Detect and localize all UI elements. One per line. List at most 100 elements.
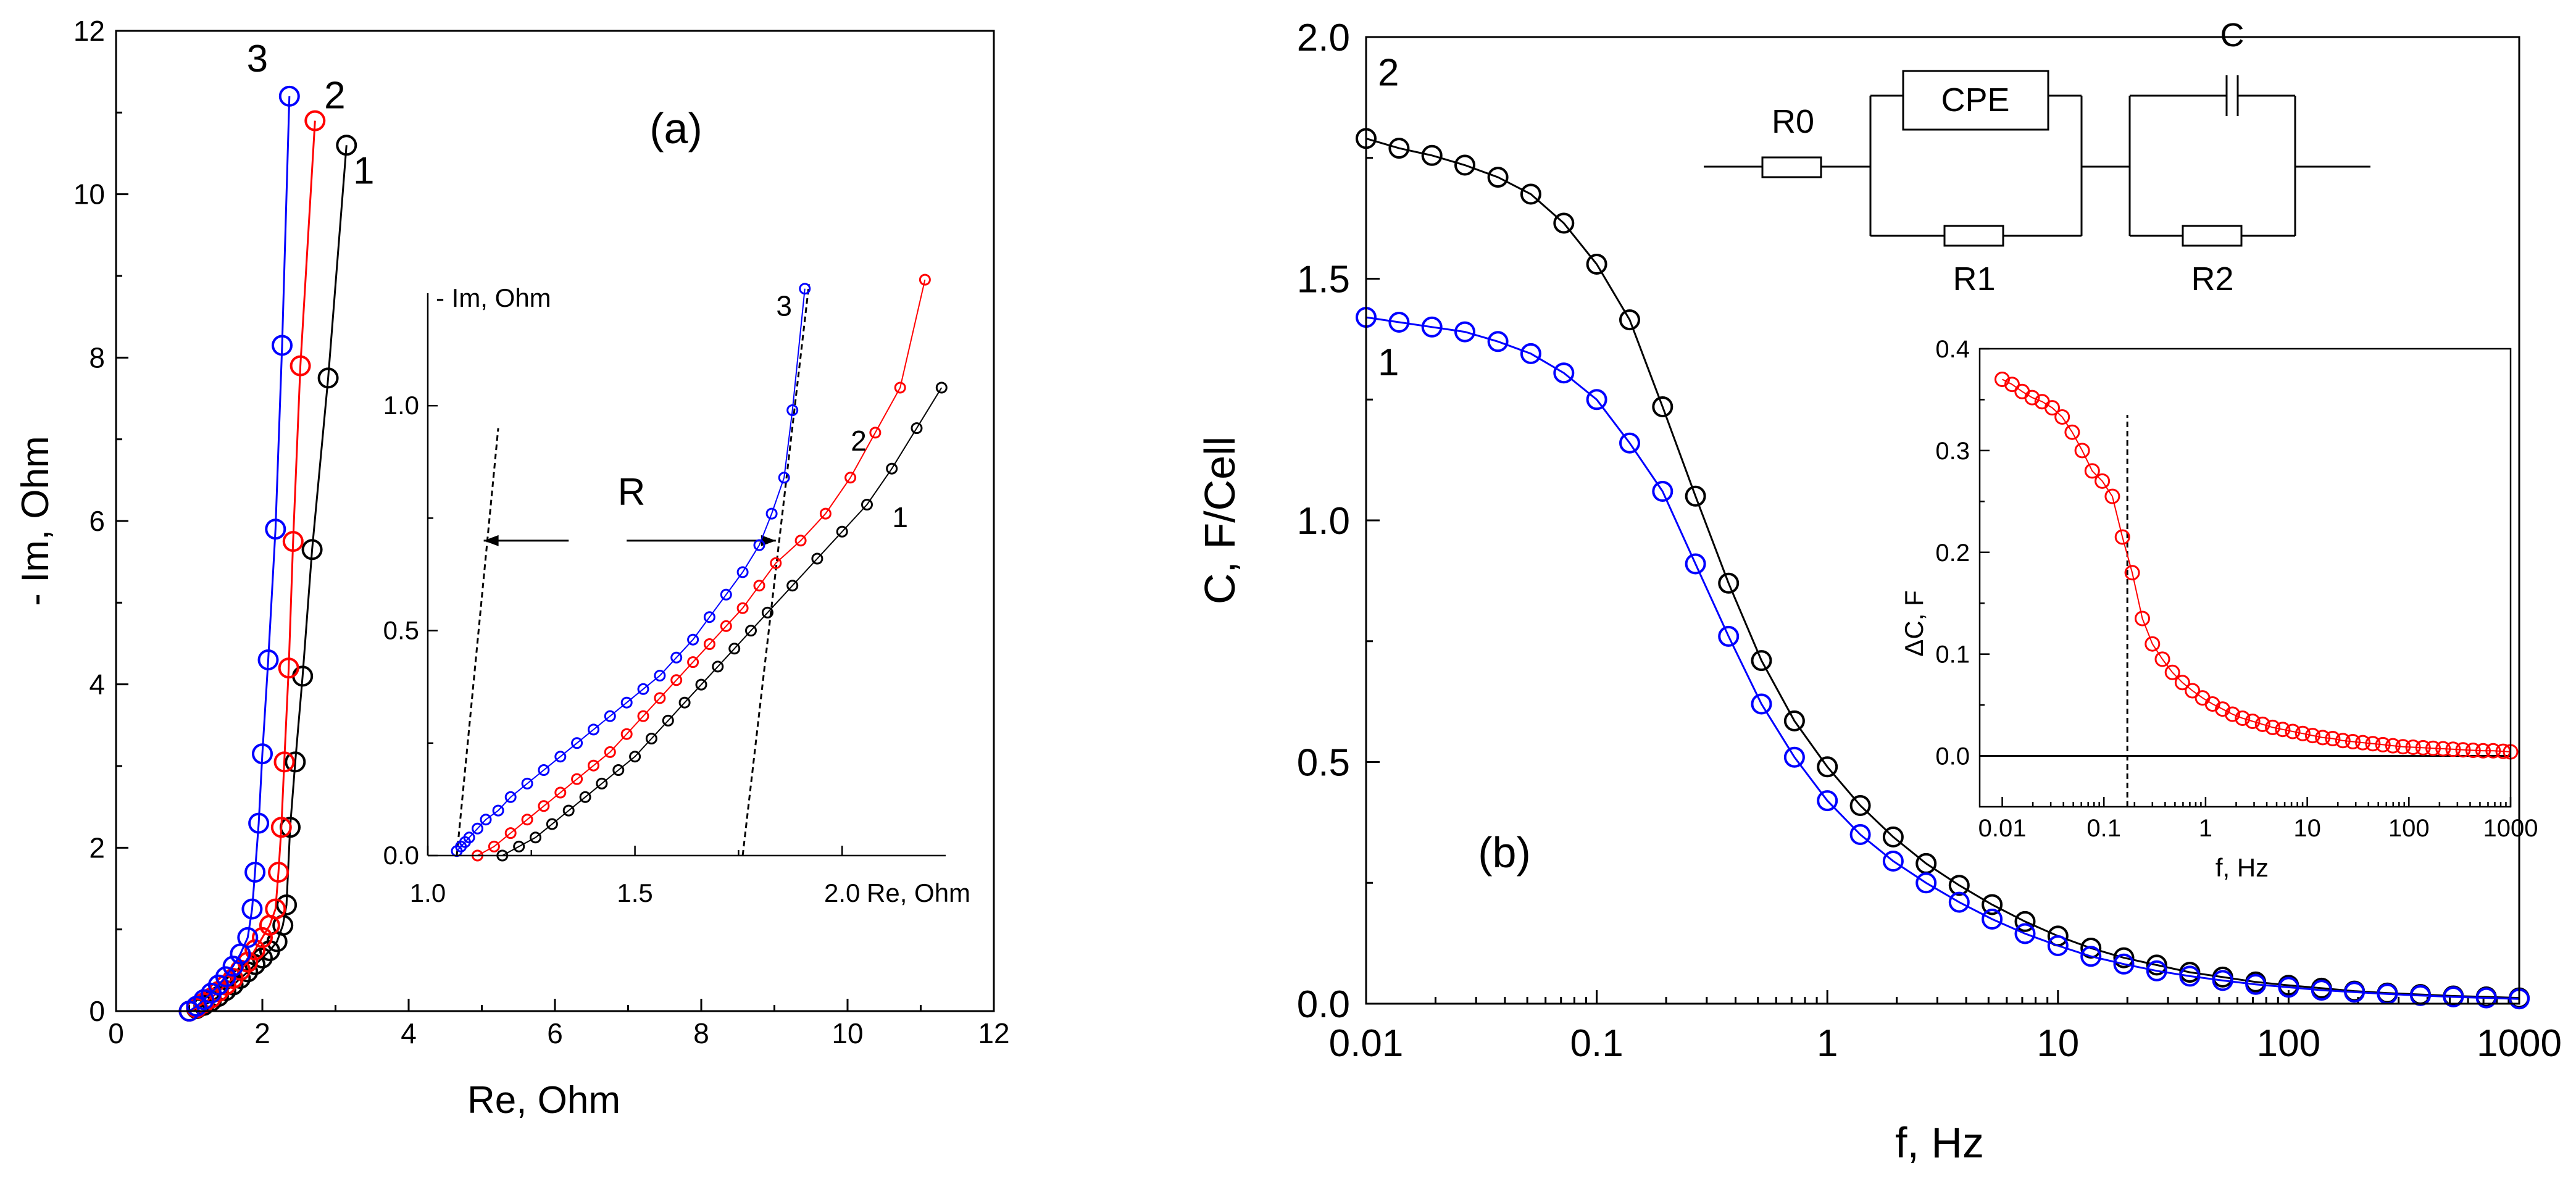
panel-b-series-2-point-6 [1553, 212, 1575, 234]
panel-b-series-1-point-4 [1487, 331, 1509, 352]
panel-b-inset-series-ΔC-point-49 [2485, 743, 2501, 759]
panel-a-inset-annotation-r: R [618, 471, 646, 514]
panel-b-series-1-point-10 [1685, 553, 1706, 575]
panel-a-inset-series-1-line [502, 387, 943, 856]
panel-b-series-2-point-7 [1586, 254, 1607, 275]
panel-b-inset-series-ΔC-line [2002, 378, 2511, 752]
panel-b-series-2-point-8 [1619, 309, 1640, 331]
panel-a-series-1-point-19 [317, 367, 339, 389]
panel-b-inset-series-ΔC-point-30 [2295, 725, 2311, 741]
panel-a-series-3-point-16 [278, 85, 300, 107]
panel-b-series-2-point-15 [1849, 795, 1871, 816]
panel-b-series-1-point-17 [1915, 872, 1937, 894]
panel-b-series-2-point-12 [1751, 650, 1772, 672]
panel-a-series-label-1: 1 [353, 149, 374, 192]
panel-a-inset-dashed-line-right [741, 284, 810, 856]
panel-a-series-3-point-8 [237, 927, 259, 948]
panel-a-inset-series-1-point-8 [629, 751, 641, 763]
panel-a-series-2-point-10 [252, 927, 273, 948]
panel-b-inset-series-ΔC-point-37 [2365, 736, 2381, 752]
panel-b-inset-series-ΔC-point-38 [2375, 736, 2391, 752]
panel-a-inset-series-3-point-6 [492, 804, 504, 817]
panel-a-inset-series-3-point-24 [778, 472, 790, 484]
panel-b-series-1-point-22 [2080, 946, 2102, 967]
panel-a-inset-series-1-point-14 [728, 643, 741, 655]
panel-a-inset-series-3-point-14 [620, 696, 633, 709]
panel-a-inset-series-3-point-8 [521, 777, 533, 789]
panel-a-inset-series-1-point-12 [695, 678, 707, 691]
panel-b-inset-series-ΔC-point-36 [2355, 735, 2371, 751]
panel-b-series-2-point-9 [1652, 396, 1674, 417]
panel-a-x-tick-label-2: 4 [401, 1017, 417, 1049]
panel-a-inset-series-1-point-18 [811, 552, 823, 565]
panel-a-series-1-point-18 [301, 539, 323, 560]
panel-b-series-2-point-1 [1388, 138, 1410, 159]
panel-b-series-1-point-32 [2410, 985, 2431, 1006]
circuit-label-r1: R1 [1953, 260, 1995, 298]
panel-a-inset-y-tick-label-2: 1.0 [383, 391, 419, 420]
panel-a-inset-series-1-point-17 [786, 580, 799, 592]
panel-b-inset-series-ΔC-point-34 [2335, 733, 2351, 749]
panel-a-inset-series-2-point-10 [637, 710, 649, 722]
panel-a-y-tick-label-0: 0 [89, 995, 105, 1027]
panel-a-inset-series-2-point-6 [571, 773, 583, 785]
resistor-r2 [2182, 225, 2243, 247]
panel-a-y-tick-label-4: 8 [89, 341, 105, 373]
panel-a-inset-series-2-point-22 [869, 427, 882, 439]
panel-a-series-2-point-15 [273, 751, 295, 773]
panel-a-inset-series-2-point-24 [919, 273, 931, 286]
panel-a-inset-series-3-point-18 [687, 633, 699, 646]
panel-b-inset-series-ΔC-point-33 [2325, 731, 2341, 746]
panel-b-series-2-point-11 [1718, 572, 1740, 594]
panel-a-series-3-point-9 [241, 898, 263, 920]
panel-b-series-1-point-30 [2344, 981, 2366, 1003]
panel-a-series-3-point-13 [257, 649, 279, 670]
panel-b-inset-x-tick-label-4: 100 [2388, 815, 2430, 842]
panel-a-y-tick-label-5: 10 [73, 178, 105, 210]
panel-a-x-tick-label-5: 10 [832, 1017, 863, 1049]
panel-b-series-1-point-5 [1520, 343, 1541, 364]
panel-b-series-2-point-10 [1685, 485, 1706, 507]
panel-b-inset-series-ΔC-point-48 [2475, 743, 2491, 759]
circuit-label-r2: R2 [2191, 260, 2233, 298]
panel-b-y-tick-label-3: 1.5 [1297, 259, 1350, 301]
panel-b-y-tick-label-1: 0.5 [1297, 742, 1350, 785]
panel-b-series-2-point-2 [1421, 144, 1443, 166]
panel-a-x-axis-label: Re, Ohm [467, 1079, 620, 1122]
panel-b-x-tick-label-4: 100 [2257, 1022, 2320, 1065]
panel-b-inset-y-tick-label-2: 0.2 [1935, 540, 1970, 567]
panel-b-inset-x-tick-label-5: 1000 [2483, 815, 2538, 842]
panel-a-series-3-point-2 [193, 989, 215, 1010]
panel-b-series-2-point-23 [2113, 947, 2135, 969]
panel-b-inset-series-ΔC-point-1 [2004, 377, 2020, 393]
panel-b-inset-series-ΔC-point-5 [2045, 400, 2060, 416]
panel-b-inset-series-ΔC-point-28 [2275, 722, 2291, 738]
panel-a-inset-series-3-point-3 [463, 831, 475, 844]
panel-a-inset-series-2-point-13 [687, 656, 699, 669]
panel-b-inset-plot: 0.01 0.1 1 10 100 1000 0.0 0.1 0.2 0.3 0.4 f, Hz Δ… [1899, 336, 2538, 882]
panel-b-x-tick-label-5: 1000 [2477, 1022, 2562, 1065]
panel-b-series-1-point-23 [2113, 953, 2135, 975]
panel-a-inset-series-2-point-17 [753, 580, 765, 592]
panel-b-series-1-point-26 [2212, 970, 2233, 991]
panel-a-inset-series-2-point-14 [703, 638, 715, 650]
panel-b-series-1-point-29 [2311, 980, 2332, 1001]
panel-a-inset-series-3-point-23 [765, 507, 778, 520]
panel-b-inset-series-ΔC-point-9 [2084, 463, 2100, 479]
panel-a-inset-x-tick-label-2: 2.0 [824, 878, 860, 907]
panel-a-inset-series-3-point-15 [637, 683, 649, 695]
panel-b-inset-x-tick-label-3: 10 [2293, 815, 2321, 842]
panel-b-inset-series-ΔC-point-32 [2315, 730, 2331, 746]
panel-b-inset-y-tick-label-4: 0.4 [1935, 336, 1970, 363]
panel-a-inset-series-1-point-20 [861, 499, 873, 510]
panel-b-x-tick-label-0: 0.01 [1329, 1022, 1404, 1065]
panel-b-inset-series-ΔC-point-27 [2265, 719, 2281, 735]
panel-a-inset-series-1-point-19 [836, 525, 848, 538]
panel-a-inset-series-1-point-6 [596, 777, 608, 789]
panel-a-inset-x-tick-label-1: 1.5 [617, 878, 652, 907]
panel-b-series-2-point-20 [2014, 910, 2036, 932]
panel-a-inset-series-2-point-15 [720, 620, 732, 632]
panel-b-inset-x-tick-label-1: 0.1 [2086, 815, 2121, 842]
panel-b-inset-y-tick-label-0: 0.0 [1935, 743, 1970, 770]
